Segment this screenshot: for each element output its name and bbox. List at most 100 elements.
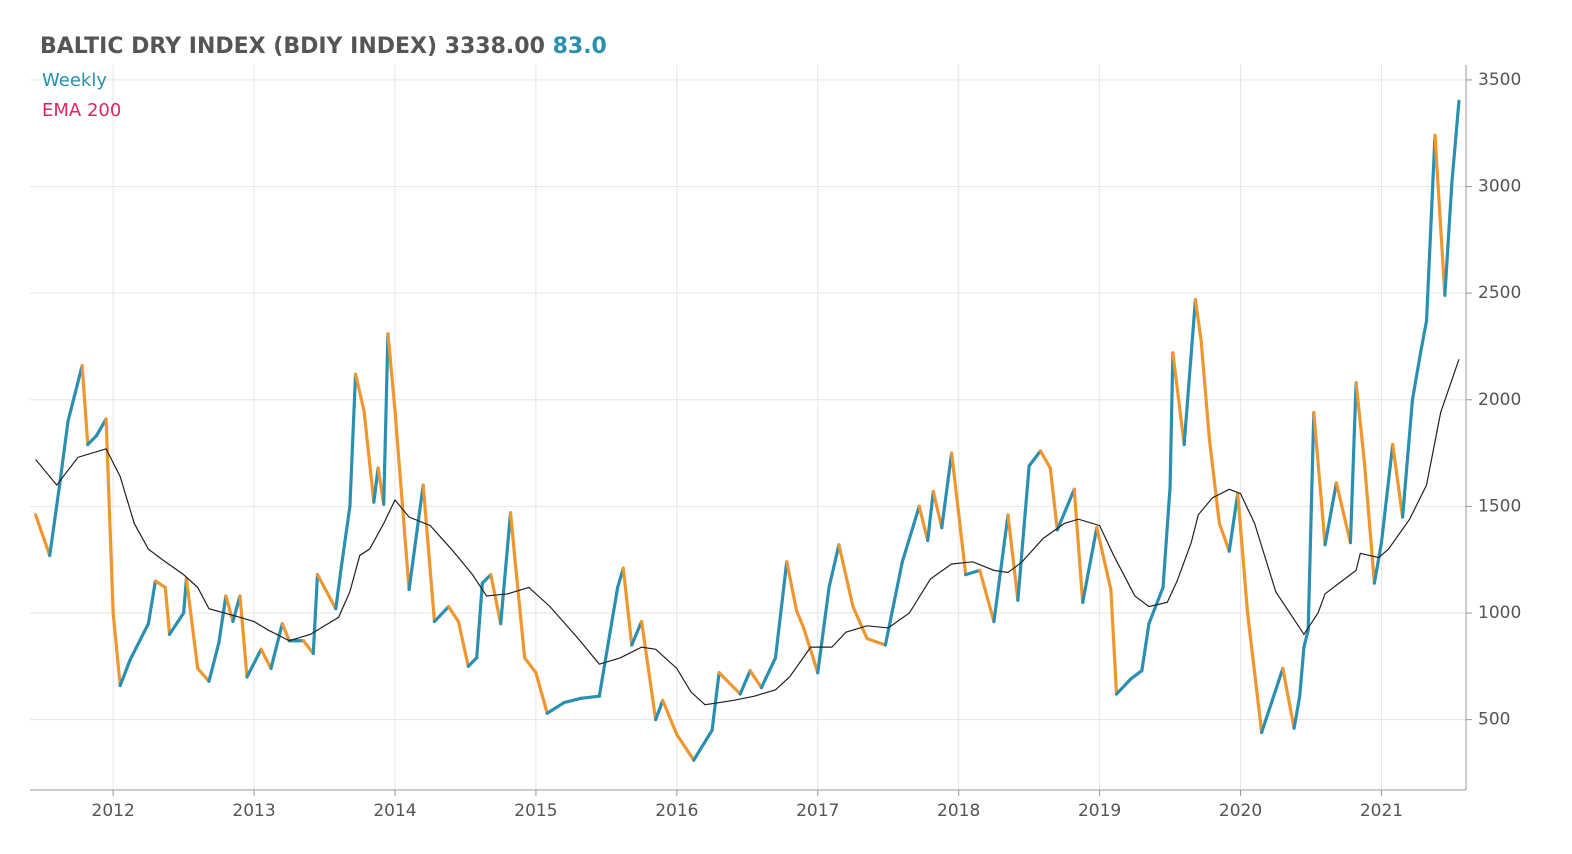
weekly-segment (86, 434, 98, 447)
weekly-segment (1334, 481, 1353, 545)
weekly-segment (917, 504, 930, 543)
weekly-segment (621, 566, 634, 647)
weekly-segment (1236, 492, 1250, 615)
weekly-segment (339, 504, 352, 568)
weekly-segment (1182, 297, 1198, 447)
weekly-segment (1443, 180, 1454, 297)
weekly-segment (785, 560, 799, 613)
weekly-segment (80, 364, 90, 447)
weekly-segment (1048, 466, 1059, 532)
weekly-segment (513, 555, 527, 660)
weekly-segment (692, 728, 714, 762)
weekly-segment (1038, 449, 1052, 470)
x-tick-label: 2013 (232, 801, 275, 821)
weekly-segment (382, 332, 390, 506)
weekly-segment (153, 579, 167, 590)
legend-entry: Weekly (42, 70, 107, 91)
weekly-segment (184, 577, 200, 671)
weekly-segment (597, 585, 620, 698)
weekly-segment (1391, 442, 1405, 519)
weekly-segment (1207, 438, 1221, 526)
weekly-segment (1306, 410, 1316, 632)
weekly-segment (851, 605, 869, 641)
weekly-segment (196, 666, 211, 683)
weekly-segment (104, 417, 115, 615)
weekly-segment (1072, 487, 1085, 604)
weekly-segment (1372, 541, 1384, 585)
weekly-segment (66, 364, 84, 423)
x-tick-label: 2020 (1219, 801, 1262, 821)
weekly-segment (224, 594, 235, 624)
weekly-segment (280, 622, 291, 643)
weekly-segment (348, 372, 358, 508)
weekly-segment (508, 511, 517, 560)
weekly-segment (238, 594, 249, 679)
weekly-segment (1260, 700, 1274, 735)
weekly-segment (57, 419, 70, 487)
x-tick-label: 2016 (655, 801, 698, 821)
weekly-segment (978, 568, 996, 624)
weekly-segment (1281, 666, 1296, 730)
weekly-segment (827, 543, 841, 590)
weekly-segment (259, 647, 273, 671)
weekly-segment (1161, 485, 1172, 590)
weekly-segment (362, 408, 376, 504)
weekly-segment (1109, 587, 1119, 696)
x-tick-label: 2017 (796, 801, 839, 821)
ema-line (35, 359, 1460, 706)
weekly-segment (245, 647, 263, 679)
weekly-segment (738, 668, 752, 696)
weekly-segment (545, 700, 566, 715)
weekly-segment (1298, 645, 1306, 698)
weekly-segment (111, 611, 122, 688)
weekly-segment (1362, 462, 1377, 585)
y-tick-label: 1000 (1478, 603, 1521, 623)
weekly-segment (675, 732, 696, 762)
weekly-segment (717, 671, 742, 696)
weekly-segment (1114, 677, 1133, 696)
weekly-segment (640, 619, 658, 722)
weekly-segment (94, 417, 108, 438)
weekly-segment (710, 671, 721, 732)
weekly-segment (499, 511, 513, 626)
weekly-segment (992, 513, 1010, 624)
weekly-segment (1292, 694, 1302, 730)
weekly-segment (837, 543, 855, 609)
weekly-segment (748, 668, 763, 690)
x-tick-label: 2014 (373, 801, 416, 821)
weekly-segment (301, 639, 315, 656)
weekly-segment (883, 560, 904, 647)
y-tick-label: 500 (1478, 710, 1510, 730)
weekly-segment (1217, 521, 1231, 553)
weekly-segment (393, 408, 411, 592)
weekly-segment (421, 483, 437, 624)
weekly-segment (759, 656, 778, 690)
weekly-segment (456, 619, 470, 668)
weekly-segment (1129, 668, 1144, 681)
weekly-segment (1400, 398, 1415, 519)
weekly-segment (1227, 492, 1240, 553)
weekly-segment (432, 605, 451, 624)
weekly-segment (1410, 349, 1423, 402)
weekly-segment (795, 609, 806, 630)
weekly-segment (1269, 666, 1285, 705)
legend-entry: EMA 200 (42, 100, 121, 121)
weekly-segment (207, 641, 221, 683)
y-tick-label: 3000 (1478, 177, 1521, 197)
chart-title: BALTIC DRY INDEX (BDIY INDEX) 3338.00 83… (40, 34, 607, 59)
weekly-segment (1055, 487, 1076, 532)
weekly-segment (1323, 481, 1338, 547)
weekly-segment (1168, 351, 1175, 489)
weekly-segment (1095, 526, 1113, 592)
weekly-segment (816, 585, 831, 675)
weekly-segment (48, 483, 62, 558)
weekly-segment (964, 568, 982, 577)
weekly-segment (353, 372, 366, 413)
x-tick-label: 2012 (92, 801, 135, 821)
weekly-segment (1140, 622, 1151, 673)
weekly-segment (1450, 99, 1461, 184)
weekly-segment (523, 656, 538, 675)
weekly-segment (146, 579, 158, 626)
weekly-segment (167, 611, 186, 636)
weekly-segment (1379, 442, 1395, 545)
